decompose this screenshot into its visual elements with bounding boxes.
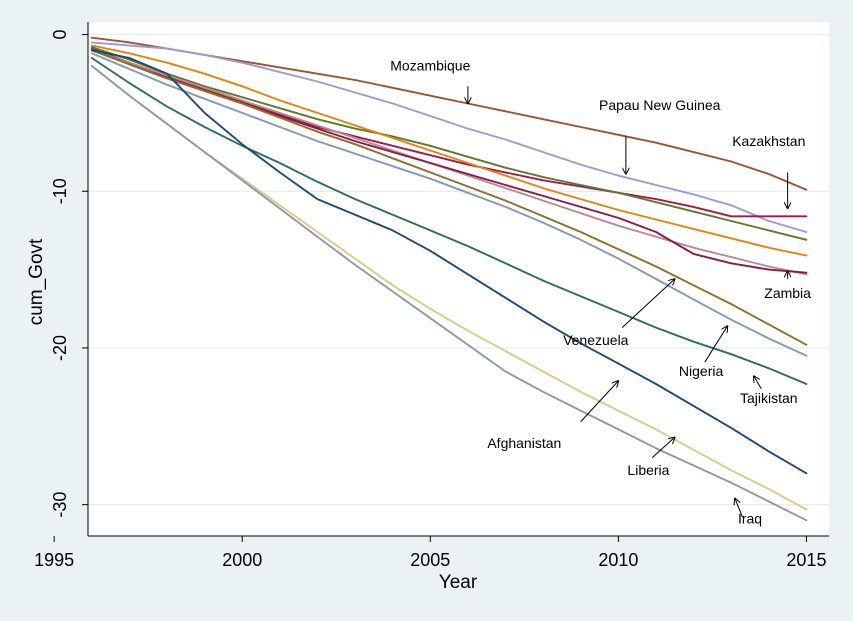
annotation-arrow <box>621 279 675 328</box>
x-tick-label: 2000 <box>222 550 262 570</box>
series-line-4 <box>90 44 808 257</box>
annotations: Mozambique Papau New Guinea Kazakhstan Zamb… <box>390 58 811 527</box>
gridlines <box>88 33 829 506</box>
annotation-label: Mozambique <box>390 58 470 74</box>
annotation-label: Afghanistan <box>487 435 561 451</box>
x-tick-label: 2010 <box>598 550 638 570</box>
annotation-arrow <box>735 498 743 518</box>
annotation-label: Zambia <box>764 285 811 301</box>
annotation-arrow <box>651 437 675 459</box>
x-axis-title: Year <box>439 572 478 593</box>
y-tick-label: 0 <box>50 30 70 40</box>
series-line-2 <box>90 47 808 218</box>
annotation-label: Iraq <box>738 510 762 526</box>
series-line-1 <box>90 41 808 233</box>
ticks: 0 -10 -20 -30 1995 2000 2005 2010 2015 <box>34 30 826 570</box>
series-line-3 <box>90 46 808 241</box>
annotation-label: Liberia <box>627 462 669 478</box>
axes <box>87 22 829 537</box>
annotation-label: Nigeria <box>679 363 724 379</box>
annotation-arrow <box>754 376 762 389</box>
annotation-label: Papau New Guinea <box>599 97 721 113</box>
y-axis-title: cum_Govt <box>26 238 47 325</box>
y-tick-label: -20 <box>50 335 70 361</box>
annotation-label: Venezuela <box>563 332 629 348</box>
annotation-label: Tajikistan <box>740 390 798 406</box>
annotation-arrow <box>580 381 619 422</box>
x-tick-label: 1995 <box>34 550 74 570</box>
x-tick-label: 2015 <box>786 550 826 570</box>
plot-area <box>88 22 829 536</box>
series-line-9 <box>90 57 808 385</box>
series-line-10 <box>90 49 808 475</box>
annotation-label: Kazakhstan <box>732 133 805 149</box>
series-line-12 <box>90 64 808 522</box>
series-line-8 <box>90 52 808 357</box>
series-line-7 <box>90 49 808 346</box>
x-tick-label: 2005 <box>410 550 450 570</box>
annotation-arrow <box>704 326 728 363</box>
y-tick-label: -10 <box>50 178 70 204</box>
y-tick-label: -30 <box>50 492 70 518</box>
series-lines <box>90 36 808 522</box>
